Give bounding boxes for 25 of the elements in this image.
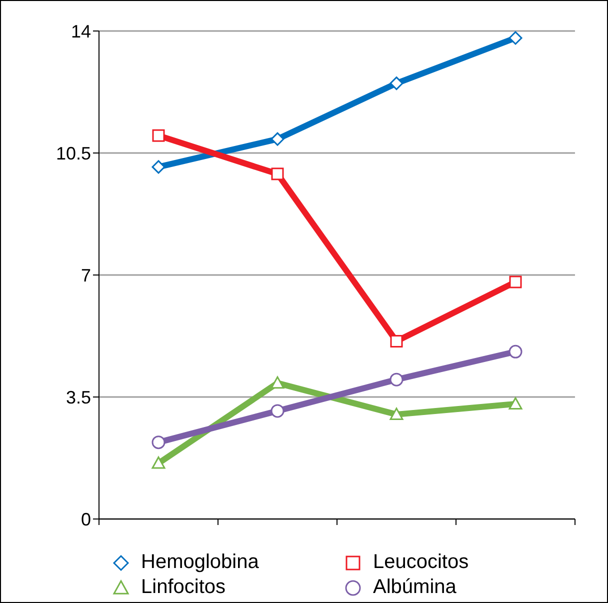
- point: [390, 76, 404, 90]
- point: [390, 334, 403, 348]
- point: [390, 408, 404, 420]
- point: [270, 376, 284, 389]
- point: [270, 132, 284, 146]
- point: [508, 344, 522, 358]
- point: [152, 160, 166, 174]
- legend-label: Albúmina: [373, 576, 456, 599]
- y-tick-label: 3.5: [66, 387, 91, 408]
- legend-label: Hemoglobina: [141, 551, 259, 574]
- point: [152, 129, 165, 142]
- y-tick-label: 14: [70, 21, 91, 42]
- point: [270, 404, 284, 418]
- point: [508, 397, 522, 410]
- point: [390, 372, 404, 386]
- y-tick-label: 7: [80, 265, 91, 286]
- point: [509, 276, 522, 288]
- y-tick-label: 0: [80, 509, 91, 530]
- point: [508, 31, 522, 45]
- point: [271, 168, 284, 180]
- y-tick-label: 10.5: [56, 143, 91, 164]
- legend-label: Leucocitos: [373, 551, 469, 574]
- legend-label: Linfocitos: [141, 576, 226, 599]
- point: [152, 456, 166, 469]
- point: [152, 436, 166, 450]
